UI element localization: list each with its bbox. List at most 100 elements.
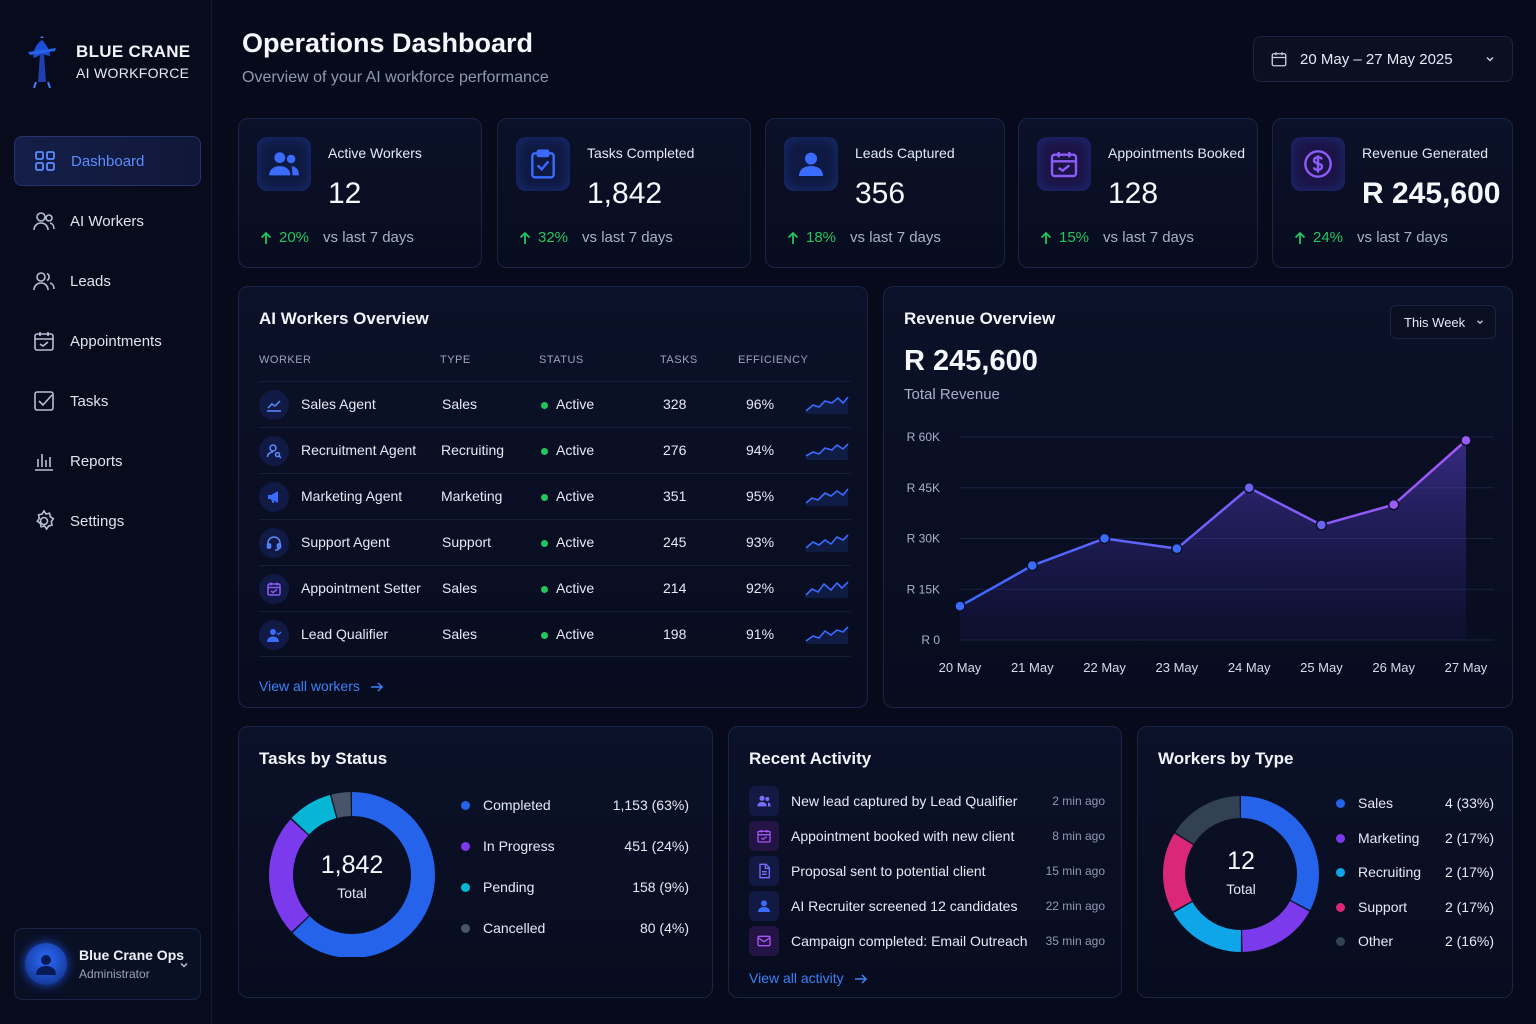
sidebar-item-settings[interactable]: Settings	[14, 496, 201, 546]
revenue-total: R 245,600	[904, 345, 1038, 377]
kpi-card-revenue-generated[interactable]: Revenue Generated R 245,600 24% vs last …	[1272, 118, 1513, 268]
activity-item[interactable]: New lead captured by Lead Qualifier 2 mi…	[749, 786, 1105, 816]
calendar-icon	[1050, 152, 1078, 178]
legend-value: 2 (17%)	[1444, 829, 1494, 846]
kpi-label: Tasks Completed	[587, 145, 695, 161]
brand-logo[interactable]: BLUE CRANE AI WORKFORCE	[22, 34, 190, 90]
kpi-card-leads-captured[interactable]: Leads Captured 356 18% vs last 7 days	[765, 118, 1005, 268]
kpi-delta: 20% vs last 7 days	[259, 229, 414, 246]
efficiency-sparkline	[805, 534, 849, 552]
donut-total-label: Total	[1226, 881, 1256, 897]
table-row[interactable]: Lead Qualifier Sales Active 198 91%	[259, 611, 851, 657]
tasks-donut-chart	[269, 792, 435, 957]
activity-time: 8 min ago	[1052, 829, 1105, 843]
activity-time: 35 min ago	[1045, 934, 1105, 948]
user-search-icon	[266, 444, 282, 459]
chevron-down-icon	[1486, 56, 1494, 62]
view-all-activity-link[interactable]: View all activity	[749, 970, 868, 986]
worker-efficiency: 93%	[746, 534, 775, 550]
activity-item[interactable]: Campaign completed: Email Outreach 35 mi…	[749, 926, 1105, 956]
y-tick-label: R 15K	[907, 582, 940, 596]
brand-subtitle: AI WORKFORCE	[76, 65, 190, 81]
sidebar-nav: Dashboard AI Workers Leads Appointments …	[14, 136, 201, 556]
legend-label: Marketing	[1358, 829, 1420, 846]
status-dot	[541, 493, 548, 501]
user-icon	[758, 900, 770, 912]
user-menu[interactable]: Blue Crane Ops Administrator	[14, 928, 201, 1000]
grid-icon	[35, 151, 55, 171]
donut-slice-sales[interactable]	[1163, 796, 1319, 952]
y-tick-label: R 45K	[907, 481, 940, 495]
legend-label: Other	[1358, 933, 1394, 949]
data-point[interactable]	[1098, 532, 1111, 545]
donut-slice-completed[interactable]	[269, 792, 435, 957]
kpi-delta-caption: vs last 7 days	[323, 229, 414, 246]
data-point[interactable]	[1026, 559, 1039, 572]
data-point[interactable]	[1387, 498, 1400, 511]
donut-total: 1,842	[320, 851, 384, 879]
worker-efficiency: 92%	[746, 580, 775, 596]
sidebar-item-leads[interactable]: Leads	[14, 256, 201, 306]
kpi-delta-value: 32%	[538, 229, 569, 246]
data-point[interactable]	[954, 600, 966, 612]
legend-label: Pending	[483, 879, 535, 895]
sidebar-item-tasks[interactable]: Tasks	[14, 376, 201, 426]
table-row[interactable]: Appointment Setter Sales Active 214 92%	[259, 565, 851, 611]
user-icon	[799, 152, 823, 176]
kpi-delta-caption: vs last 7 days	[1103, 229, 1194, 246]
kpi-label: Active Workers	[328, 145, 422, 161]
revenue-area	[960, 440, 1466, 640]
date-range-picker[interactable]: 20 May – 27 May 2025	[1253, 36, 1513, 82]
data-point[interactable]	[1460, 434, 1472, 447]
kpi-label: Revenue Generated	[1362, 145, 1489, 161]
activity-item[interactable]: Proposal sent to potential client 15 min…	[749, 856, 1105, 886]
sidebar-item-dashboard[interactable]: Dashboard	[14, 136, 201, 186]
status-dot	[541, 539, 548, 547]
activity-item[interactable]: AI Recruiter screened 12 candidates 22 m…	[749, 891, 1105, 921]
user-role: Administrator	[79, 967, 150, 981]
sidebar-item-appointments[interactable]: Appointments	[14, 316, 201, 366]
table-row[interactable]: Sales Agent Sales Active 328 96%	[259, 381, 851, 427]
worker-type: Marketing	[441, 488, 503, 504]
data-point[interactable]	[1171, 542, 1183, 555]
sidebar-item-reports[interactable]: Reports	[14, 436, 201, 486]
kpi-card-active-workers[interactable]: Active Workers 12 20% vs last 7 days	[238, 118, 482, 268]
page-title: Operations Dashboard	[242, 28, 534, 58]
column-header: WORKER	[259, 354, 312, 366]
donut-slice-support[interactable]	[1163, 796, 1319, 952]
legend-item: Sales 4 (33%)	[1336, 795, 1494, 813]
legend-value: 158 (9%)	[632, 879, 689, 895]
arrow-up-icon	[519, 231, 531, 244]
donut-slice-in-progress[interactable]	[269, 792, 435, 957]
checkbox-icon	[34, 391, 54, 411]
period-select[interactable]: This Week	[1390, 305, 1496, 339]
legend-label: Cancelled	[483, 920, 546, 936]
view-all-workers-link[interactable]: View all workers	[259, 678, 384, 694]
sidebar-item-ai-workers[interactable]: AI Workers	[14, 196, 201, 246]
efficiency-sparkline	[805, 488, 849, 506]
users-icon	[757, 795, 771, 807]
activity-text: New lead captured by Lead Qualifier	[791, 793, 1018, 809]
data-point[interactable]	[1243, 482, 1255, 494]
users-icon	[33, 212, 55, 231]
data-point[interactable]	[1315, 519, 1328, 531]
status-dot	[541, 447, 548, 455]
table-row[interactable]: Support Agent Support Active 245 93%	[259, 519, 851, 565]
arrow-up-icon	[1294, 231, 1306, 244]
kpi-card-appointments-booked[interactable]: Appointments Booked 128 15% vs last 7 da…	[1018, 118, 1258, 268]
revenue-overview-card: Revenue Overview This Week R 245,600 Tot…	[883, 286, 1513, 708]
calendar-icon	[1271, 52, 1287, 67]
table-row[interactable]: Recruitment Agent Recruiting Active 276 …	[259, 427, 851, 473]
legend-value: 2 (16%)	[1444, 933, 1494, 949]
kpi-card-tasks-completed[interactable]: Tasks Completed 1,842 32% vs last 7 days	[497, 118, 751, 268]
activity-item[interactable]: Appointment booked with new client 8 min…	[749, 821, 1105, 851]
legend-item: Recruiting 2 (17%)	[1336, 864, 1494, 882]
worker-tasks: 328	[663, 396, 687, 412]
activity-time: 15 min ago	[1045, 864, 1105, 878]
legend-dot	[1336, 937, 1345, 946]
donut-total-label: Total	[337, 885, 367, 901]
table-row[interactable]: Marketing Agent Marketing Active 351 95%	[259, 473, 851, 519]
column-header: STATUS	[539, 354, 584, 366]
x-tick-label: 24 May	[1228, 660, 1271, 675]
mail-icon	[757, 935, 771, 947]
